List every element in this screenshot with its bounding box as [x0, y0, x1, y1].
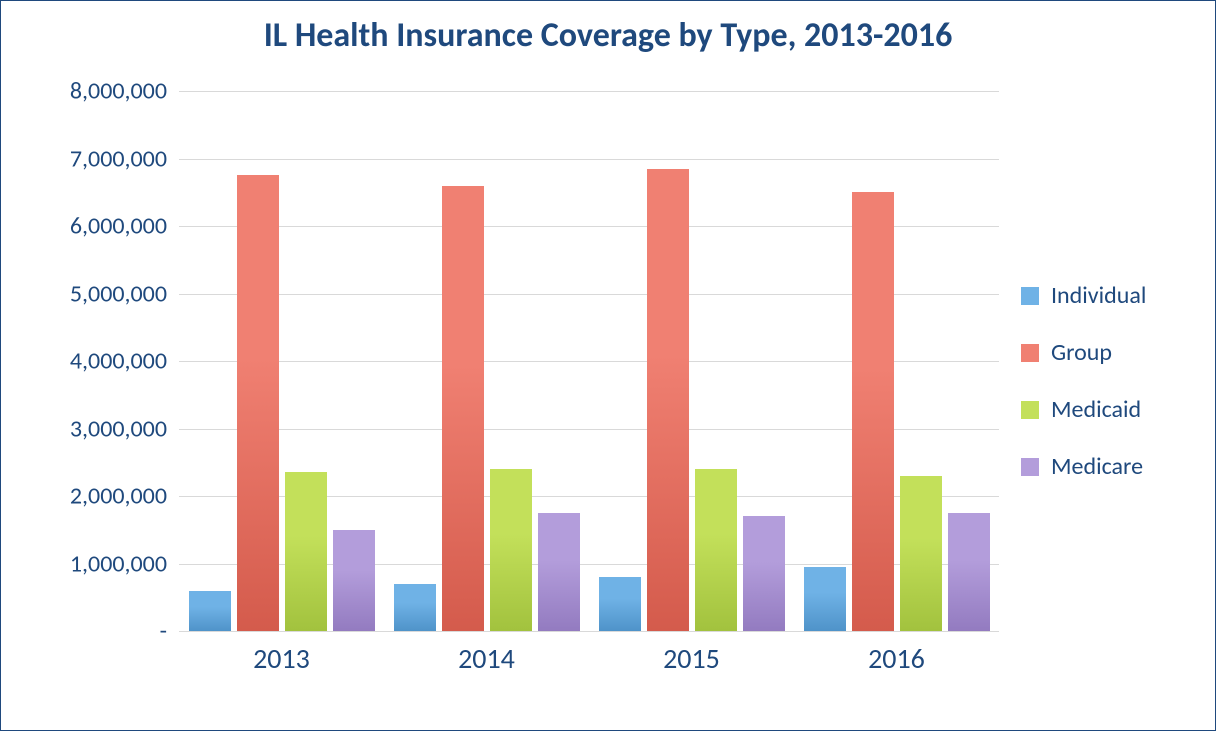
bar-group-2013	[237, 175, 279, 631]
bar-medicare-2016	[948, 513, 990, 631]
ytick-label: 2,000,000	[17, 482, 167, 511]
bar-medicare-2014	[538, 513, 580, 631]
legend-item-medicare: Medicare	[1021, 452, 1201, 481]
ytick-label: -	[17, 617, 167, 646]
legend-label: Individual	[1051, 281, 1146, 310]
bar-individual-2016	[804, 567, 846, 631]
bar-group-2014	[442, 186, 484, 632]
legend-item-individual: Individual	[1021, 281, 1201, 310]
bar-medicaid-2014	[490, 469, 532, 631]
bar-individual-2015	[599, 577, 641, 631]
ytick-label: 5,000,000	[17, 279, 167, 308]
bar-medicaid-2015	[695, 469, 737, 631]
legend-label: Group	[1051, 338, 1112, 367]
legend-swatch-icon	[1021, 458, 1039, 476]
legend: Individual Group Medicaid Medicare	[1021, 281, 1201, 509]
legend-label: Medicare	[1051, 452, 1143, 481]
legend-swatch-icon	[1021, 287, 1039, 305]
xtick-label: 2016	[794, 641, 999, 676]
chart-title: IL Health Insurance Coverage by Type, 20…	[1, 15, 1215, 56]
bar-medicare-2015	[743, 516, 785, 631]
ytick-label: 8,000,000	[17, 77, 167, 106]
plot-area	[179, 91, 999, 631]
legend-item-medicaid: Medicaid	[1021, 395, 1201, 424]
bar-individual-2014	[394, 584, 436, 631]
xtick-label: 2015	[589, 641, 794, 676]
ytick-label: 3,000,000	[17, 414, 167, 443]
bar-group-2016	[852, 192, 894, 631]
ytick-label: 1,000,000	[17, 549, 167, 578]
ytick-label: 4,000,000	[17, 347, 167, 376]
bar-medicare-2013	[333, 530, 375, 631]
chart-frame: IL Health Insurance Coverage by Type, 20…	[0, 0, 1216, 731]
legend-swatch-icon	[1021, 401, 1039, 419]
bar-group-2015	[647, 169, 689, 631]
gridline	[179, 159, 999, 160]
xtick-label: 2014	[384, 641, 589, 676]
gridline	[179, 91, 999, 92]
xtick-label: 2013	[179, 641, 384, 676]
bar-medicaid-2016	[900, 476, 942, 631]
legend-item-group: Group	[1021, 338, 1201, 367]
ytick-label: 6,000,000	[17, 212, 167, 241]
gridline	[179, 631, 999, 632]
legend-label: Medicaid	[1051, 395, 1141, 424]
legend-swatch-icon	[1021, 344, 1039, 362]
ytick-label: 7,000,000	[17, 144, 167, 173]
bar-medicaid-2013	[285, 472, 327, 631]
bar-individual-2013	[189, 591, 231, 632]
